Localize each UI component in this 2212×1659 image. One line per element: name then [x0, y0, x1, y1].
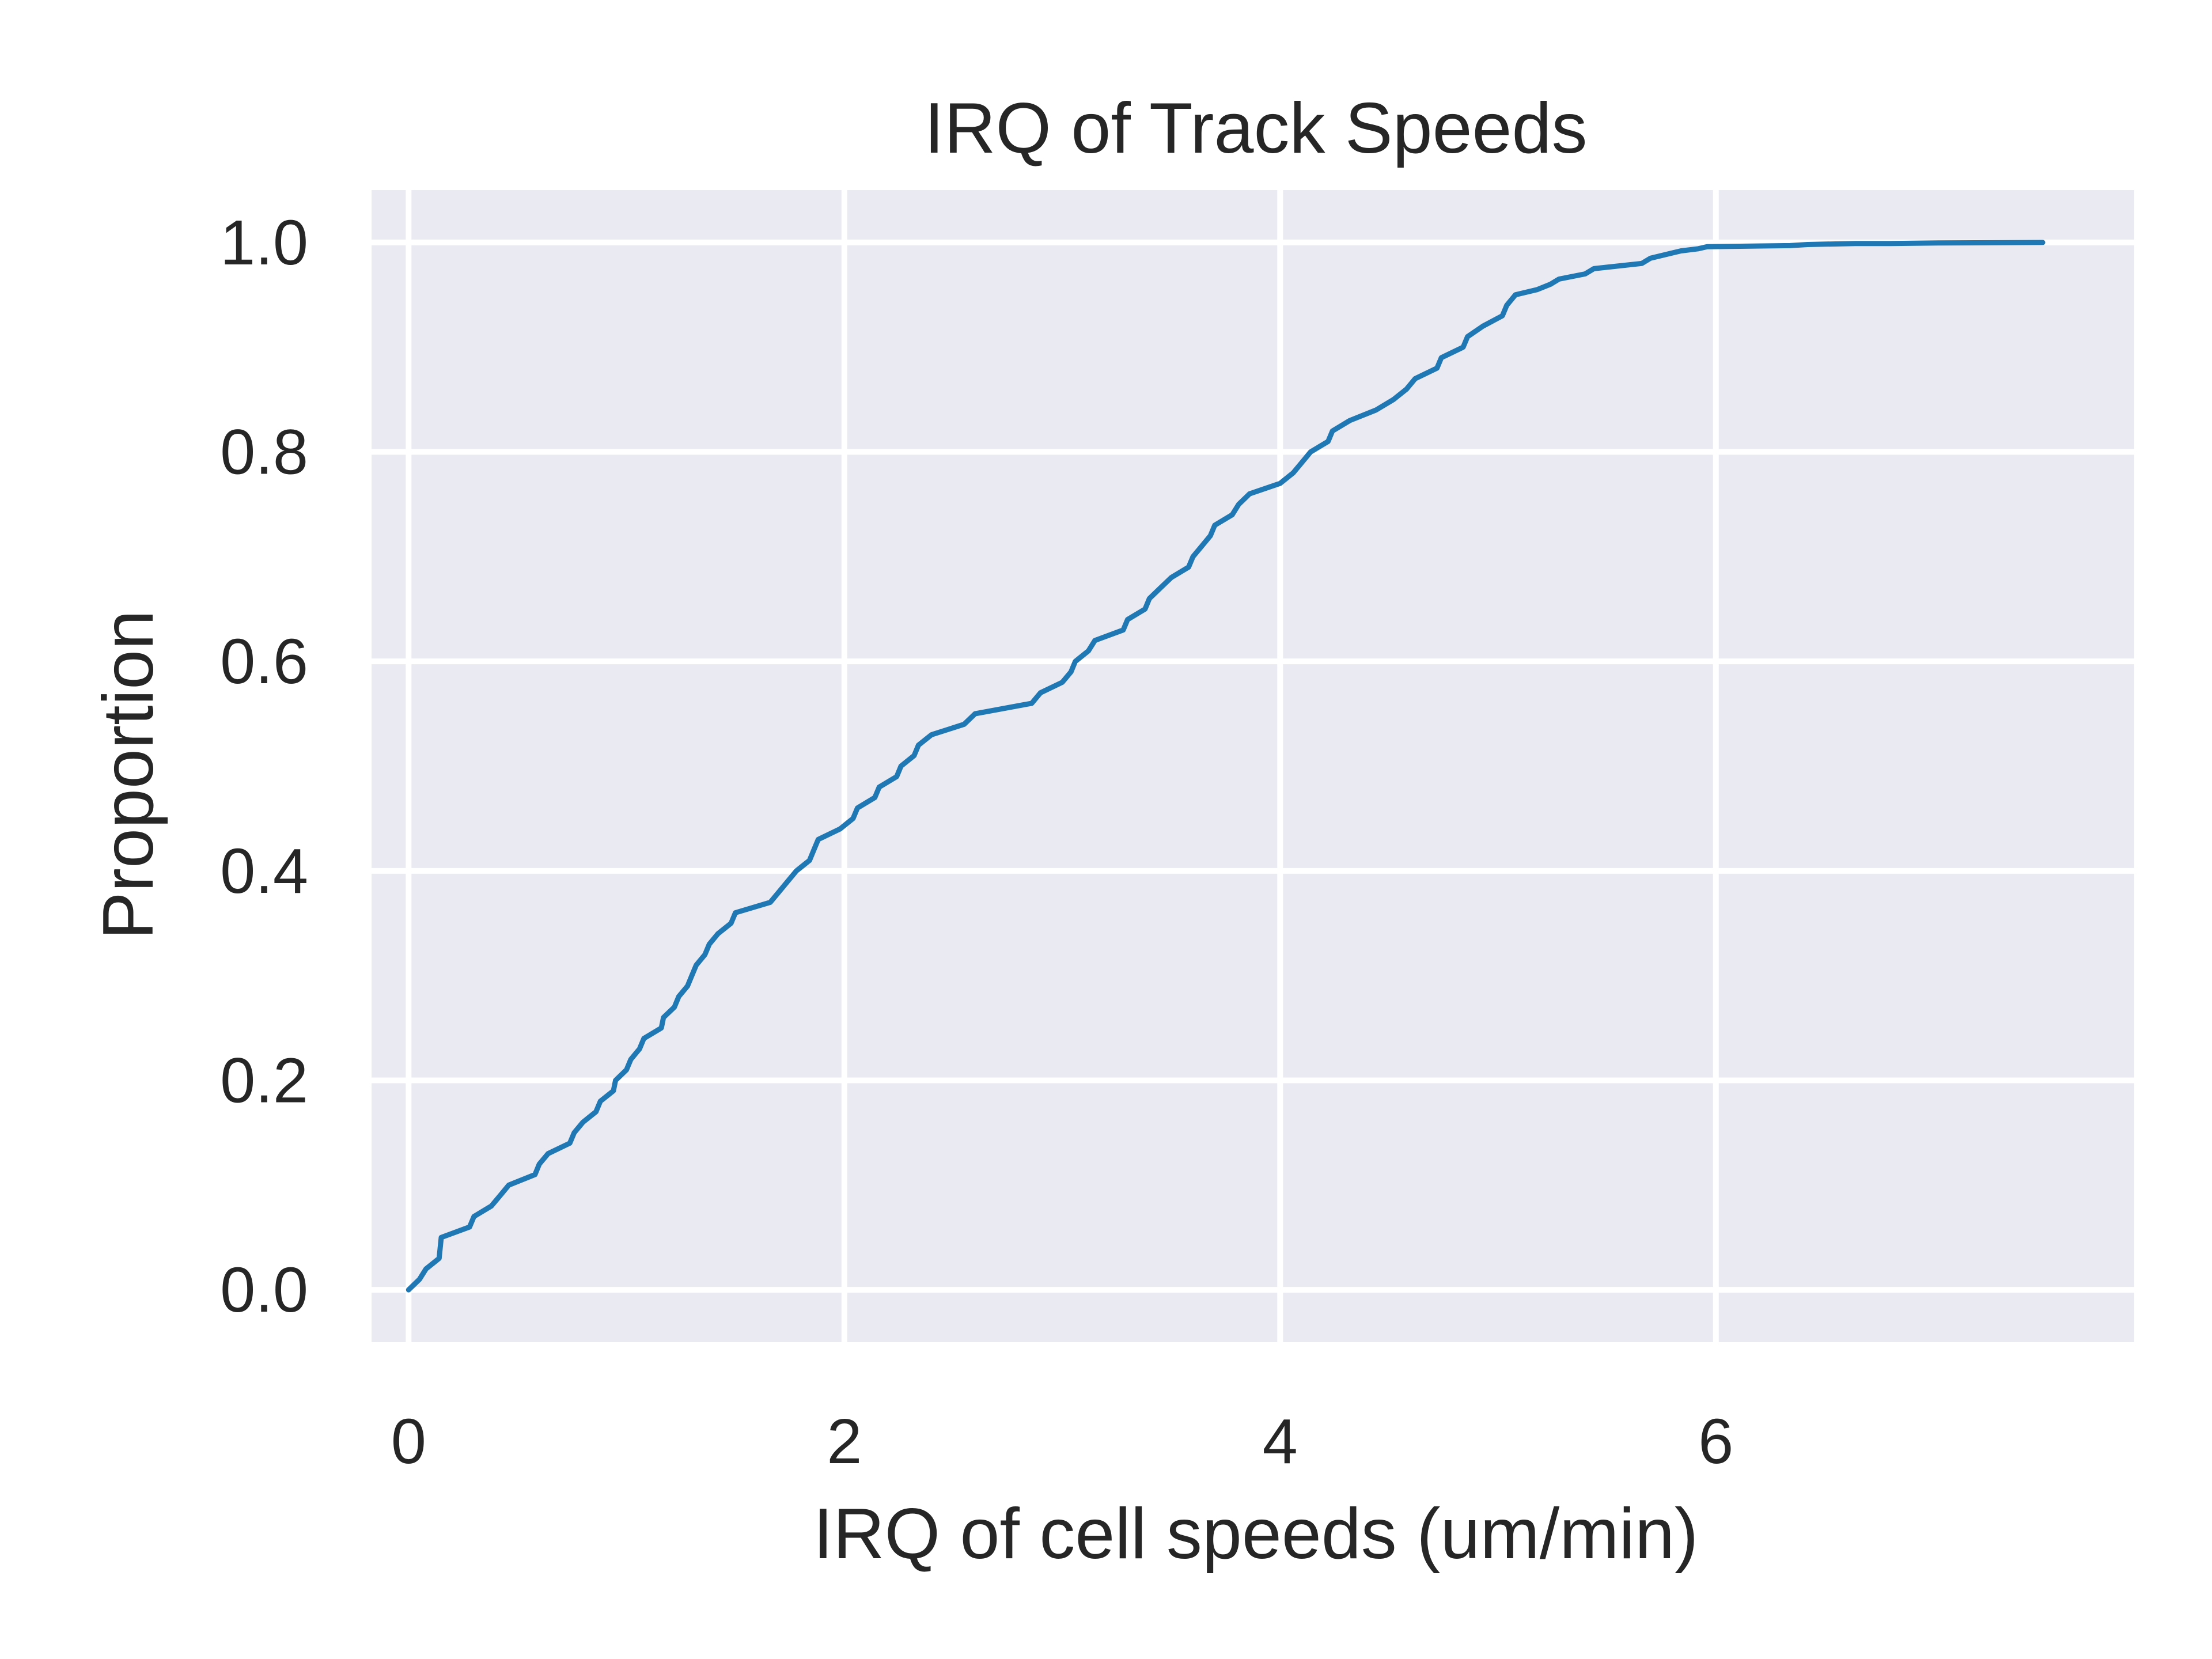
- plot-background: [372, 190, 2134, 1342]
- x-tick-label: 2: [827, 1406, 862, 1477]
- chart-title: IRQ of Track Speeds: [925, 89, 1588, 168]
- y-tick-label: 0.2: [220, 1045, 308, 1116]
- y-tick-label: 0.8: [220, 417, 308, 488]
- y-tick-labels: 0.0 0.2 0.4 0.6 0.8 1.0: [220, 207, 308, 1325]
- y-tick-label: 1.0: [220, 207, 308, 278]
- x-axis-label: IRQ of cell speeds (um/min): [813, 1494, 1699, 1574]
- series-line: [406, 240, 2046, 1293]
- x-tick-label: 4: [1263, 1406, 1298, 1477]
- x-tick-label: 6: [1698, 1406, 1733, 1477]
- y-axis-label: Proportion: [89, 610, 168, 940]
- x-tick-labels: 0 2 4 6: [391, 1406, 1734, 1477]
- y-tick-label: 0.6: [220, 626, 308, 697]
- y-tick-label: 0.4: [220, 836, 308, 907]
- x-tick-label: 0: [391, 1406, 426, 1477]
- y-tick-label: 0.0: [220, 1255, 308, 1325]
- x-gridlines: [406, 190, 1719, 1342]
